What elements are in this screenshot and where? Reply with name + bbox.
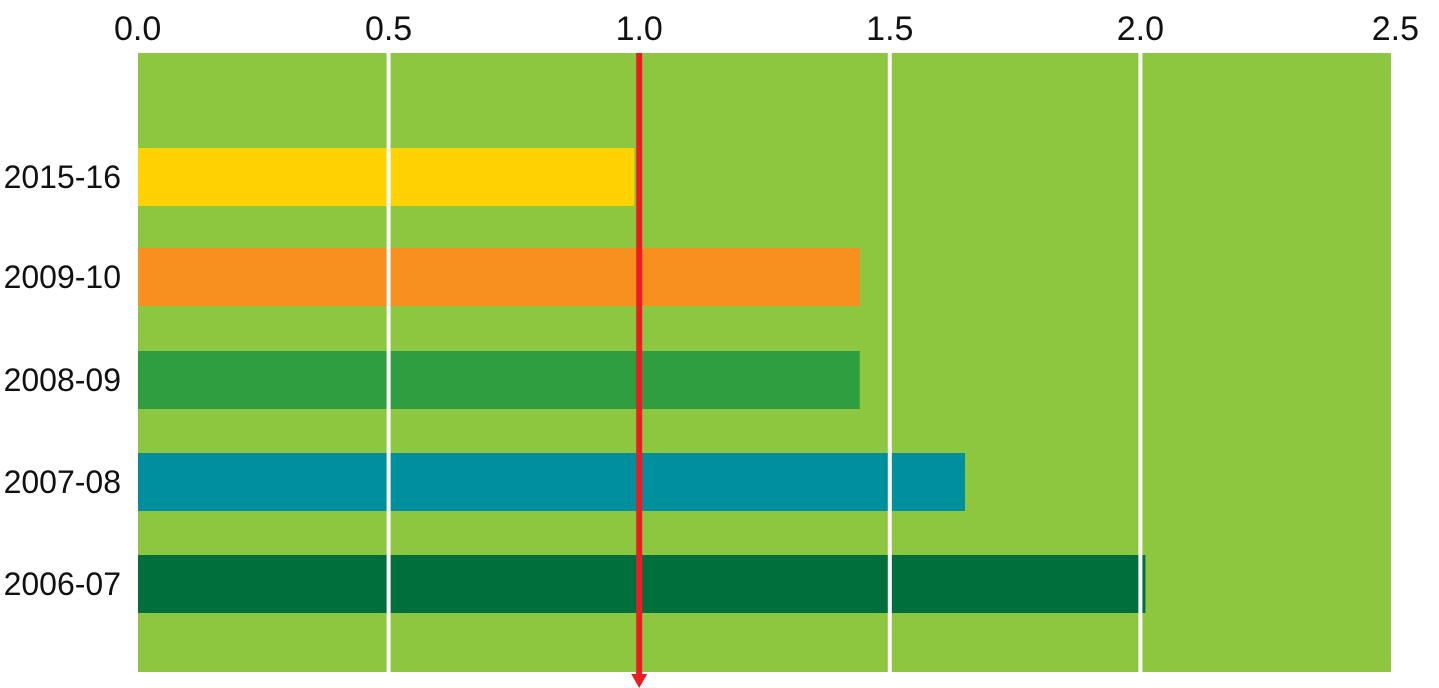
x-tick-label-1.5: 1.5 — [866, 10, 913, 48]
category-label-2007-08: 2007-08 — [4, 464, 121, 500]
bar-2007-08 — [138, 453, 965, 511]
x-tick-label-0.0: 0.0 — [114, 10, 161, 48]
x-tick-label-2.5: 2.5 — [1372, 10, 1419, 48]
category-label-2006-07: 2006-07 — [4, 566, 121, 602]
reference-arrow-head — [631, 674, 647, 688]
bar-2008-09 — [138, 351, 860, 409]
category-label-2015-16: 2015-16 — [4, 159, 121, 195]
x-tick-label-1.0: 1.0 — [616, 10, 663, 48]
x-axis-ticks: 0.0 0.5 1.0 1.5 2.0 2.5 — [114, 10, 1419, 48]
category-label-2009-10: 2009-10 — [4, 259, 121, 295]
category-labels: 2015-16 2009-10 2008-09 2007-08 2006-07 — [4, 159, 121, 602]
bar-2009-10 — [138, 248, 860, 306]
category-label-2008-09: 2008-09 — [4, 362, 121, 398]
x-tick-label-2.0: 2.0 — [1117, 10, 1164, 48]
bar-2015-16 — [138, 148, 634, 206]
x-tick-label-0.5: 0.5 — [365, 10, 412, 48]
